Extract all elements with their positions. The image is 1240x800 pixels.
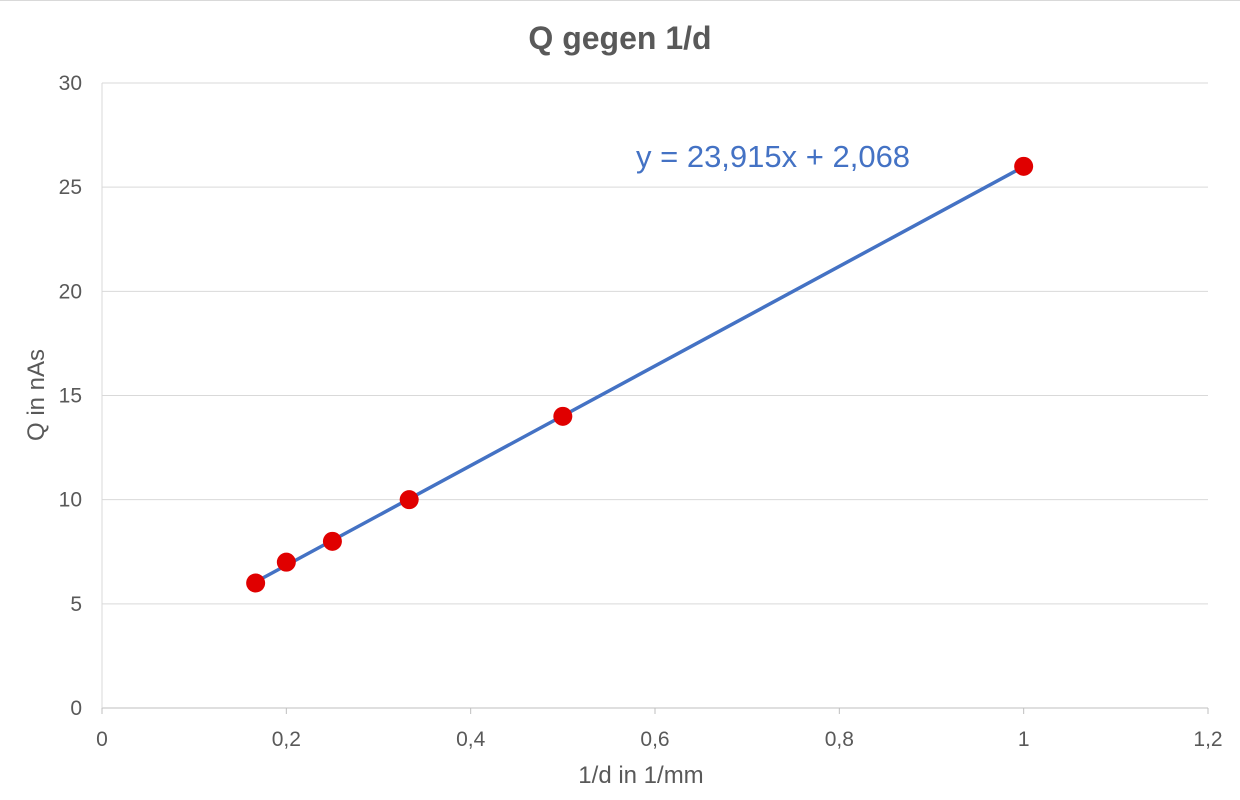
y-tick-label: 0: [70, 697, 82, 720]
trendline: [253, 164, 1026, 584]
y-tick-label: 20: [59, 280, 82, 303]
x-tick-label: 1,2: [1193, 728, 1222, 751]
x-tick-label: 0,6: [640, 728, 669, 751]
trendline-layer: [253, 164, 1026, 584]
x-tick-label: 0: [96, 728, 108, 751]
data-point: [322, 531, 342, 551]
data-point: [1014, 156, 1034, 176]
grid-lines: [102, 82, 1208, 605]
data-point: [553, 406, 573, 426]
y-tick-label: 10: [59, 489, 82, 512]
x-axis-title: 1/d in 1/mm: [578, 762, 703, 789]
x-tick-label: 0,8: [825, 728, 854, 751]
axes: [101, 83, 1209, 714]
data-points: [246, 156, 1034, 593]
data-point: [246, 573, 266, 593]
x-tick-label: 1: [1018, 728, 1030, 751]
data-point: [399, 490, 419, 510]
x-tick-labels: 0 0,2 0,4 0,6 0,8 1 1,2: [96, 728, 1222, 751]
y-tick-label: 5: [70, 593, 82, 616]
chart-title: Q gegen 1/d: [528, 20, 711, 56]
x-tick-label: 0,2: [272, 728, 301, 751]
y-tick-label: 15: [59, 385, 82, 408]
data-point: [276, 552, 296, 572]
y-axis-title: Q in nAs: [23, 349, 50, 441]
y-tick-labels: 0 5 10 15 20 25 30: [59, 72, 82, 720]
y-tick-label: 25: [59, 176, 82, 199]
trendline-equation: y = 23,915x + 2,068: [636, 139, 910, 174]
x-tick-label: 0,4: [456, 728, 486, 751]
y-tick-label: 30: [59, 72, 82, 95]
